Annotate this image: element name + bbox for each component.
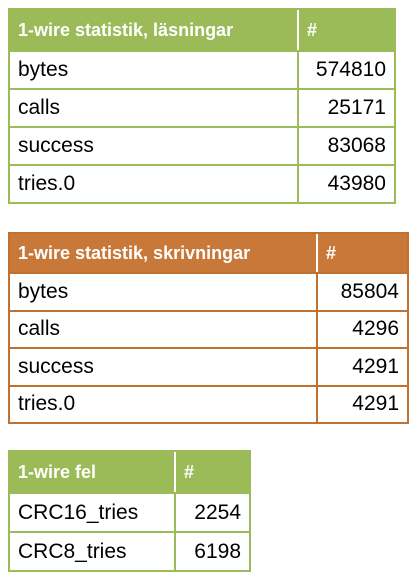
number-cell: 4291 [316,349,407,385]
table-row: success 83068 [10,126,394,164]
table-row: bytes 85804 [10,272,407,310]
number-cell: 2254 [174,494,249,531]
table-row: calls 4296 [10,309,407,347]
header-cell: 1-wire statistik, skrivningar [18,242,251,263]
number-cell: 83068 [297,128,394,164]
header-cell: # [297,10,394,50]
header-row: 1-wire statistik, läsningar # [10,10,394,50]
table: 1-wire statistik, läsningar # bytes 574810 c… [8,8,396,204]
text-cell: tries.0 [18,172,76,195]
number-cell: 43980 [297,166,394,202]
text-cell: calls [18,317,61,341]
table-row: calls 25171 [10,88,394,126]
text-cell: success [18,134,94,157]
text-cell: success [18,354,94,378]
text-cell: CRC8_tries [18,539,127,563]
table: 1-wire statistik, skrivningar # bytes 85804… [8,232,409,424]
text-cell: calls [18,96,61,119]
text-cell: bytes [18,279,69,303]
table-row: tries.0 43980 [10,164,394,202]
header-row: 1-wire fel # [10,452,249,492]
number-cell: 574810 [297,52,394,88]
text-cell: tries.0 [18,392,76,416]
table-row: bytes 574810 [10,50,394,88]
table-row: CRC16_tries 2254 [10,492,249,531]
text-cell: bytes [18,58,69,81]
header-cell: # [316,234,407,272]
number-cell: 6198 [174,533,249,570]
number-cell: 25171 [297,90,394,126]
header-cell: # [174,452,249,492]
table-row: CRC8_tries 6198 [10,531,249,570]
table-row: tries.0 4291 [10,384,407,422]
table-row: success 4291 [10,347,407,385]
header-cell: 1-wire fel [18,461,97,482]
number-cell: 85804 [316,274,407,310]
header-cell: 1-wire statistik, läsningar [18,19,234,40]
header-row: 1-wire statistik, skrivningar # [10,234,407,272]
number-cell: 4291 [316,386,407,422]
number-cell: 4296 [316,311,407,347]
table: 1-wire fel # CRC16_tries 2254 CRC8_tries 6198 [8,450,251,572]
text-cell: CRC16_tries [18,500,139,524]
